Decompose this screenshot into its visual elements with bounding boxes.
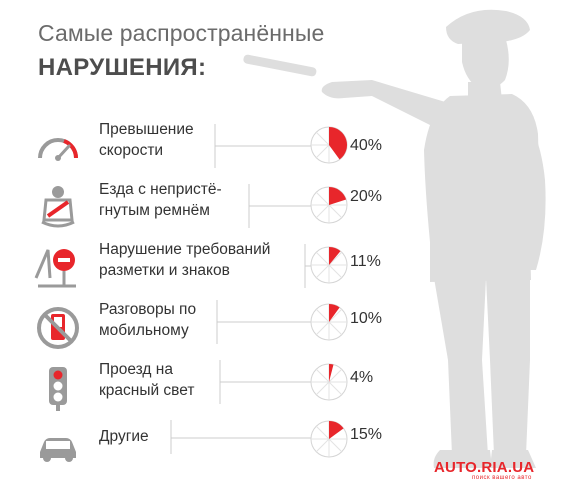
pie-spoke (328, 381, 343, 396)
value-label: 10% (350, 310, 383, 327)
row-red-light: Проезд на красный свет 4% (0, 356, 583, 416)
pie-slice (329, 187, 347, 205)
row-others: Другие 15% (0, 416, 583, 476)
row-label-line-1: Езда с непристё- (99, 181, 222, 198)
traffic-light-icon (49, 367, 67, 411)
pie-spoke (315, 308, 330, 323)
pie-spoke (328, 321, 343, 336)
value-label: 11% (350, 253, 381, 270)
pie-chart-mobile-phone (310, 303, 348, 341)
pie-slice (329, 247, 341, 265)
leader-bracket (219, 360, 317, 404)
row-label-line-2: мобильному (99, 322, 189, 339)
pie-chart-seatbelt (310, 186, 348, 224)
brand-logo[interactable]: AUTO.RIA.UA поиск вашего авто (434, 459, 534, 481)
leader-bracket (248, 184, 314, 228)
title-line-1: Самые распространённые (38, 20, 325, 46)
row-speeding: Превышение скорости 40% (0, 116, 583, 176)
car-icon (40, 438, 76, 462)
leader-bracket (216, 300, 316, 344)
pie-spoke (328, 308, 343, 323)
pie-chart-red-light (310, 363, 348, 401)
logo-tagline: поиск вашего авто (472, 475, 532, 481)
row-label-line-1: Другие (99, 428, 149, 445)
pie-chart-road-signs (310, 246, 348, 284)
leader-bracket (170, 420, 316, 454)
pie-slice (329, 304, 340, 322)
row-label-line-1: Нарушение требований (99, 241, 271, 258)
road-sign-icon (34, 249, 76, 288)
pie-spoke (328, 438, 343, 453)
value-label: 20% (350, 188, 383, 205)
row-mobile-phone: Разговоры по мобильному 10% (0, 296, 583, 356)
row-label-line-2: разметки и знаков (99, 262, 230, 279)
pie-spoke (315, 425, 330, 440)
row-label-line-2: скорости (99, 142, 164, 159)
pie-spoke (328, 251, 343, 266)
leader-bracket (214, 124, 314, 168)
speedometer-icon (38, 138, 79, 161)
row-label-line-1: Проезд на (99, 361, 173, 378)
row-label-line-2: гнутым ремнём (99, 202, 210, 219)
pie-slice (329, 364, 334, 382)
logo-text: AUTO.RIA.UA (434, 459, 535, 476)
value-label: 4% (350, 369, 374, 386)
pie-spoke (315, 131, 330, 146)
value-label: 40% (350, 137, 383, 154)
pie-slice (329, 127, 347, 160)
pie-spoke (328, 264, 343, 279)
pie-spoke (328, 204, 343, 219)
title-line-2: НАРУШЕНИЯ: (38, 54, 207, 81)
pie-spoke (315, 438, 330, 453)
row-label-line-1: Превышение (99, 121, 194, 138)
row-seatbelt: Езда с непристё- гнутым ремнём 20% (0, 176, 583, 236)
pie-chart-others (310, 420, 348, 458)
row-road-signs: Нарушение требований разметки и знаков 1… (0, 236, 583, 296)
pie-spoke (315, 144, 330, 159)
value-label: 15% (350, 426, 383, 443)
pie-spoke (315, 204, 330, 219)
pie-spoke (315, 368, 330, 383)
pie-spoke (315, 321, 330, 336)
row-label-line-2: красный свет (99, 382, 195, 399)
row-label-line-1: Разговоры по (99, 301, 197, 318)
pie-spoke (315, 251, 330, 266)
pie-chart-speeding (310, 126, 348, 164)
pie-spoke (315, 264, 330, 279)
no-phone-icon (37, 307, 79, 349)
pie-spoke (315, 191, 330, 206)
seatbelt-icon (41, 186, 75, 228)
pie-spoke (328, 368, 343, 383)
pie-spoke (315, 381, 330, 396)
pie-slice (329, 421, 344, 439)
